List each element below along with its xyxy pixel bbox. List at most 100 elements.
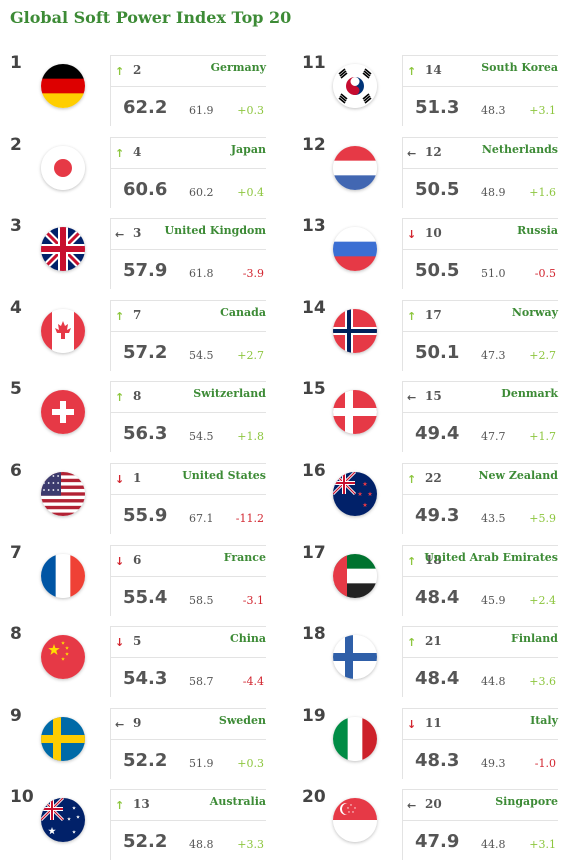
score: 48.3	[415, 749, 460, 771]
entry-header-row: ↑ 2 Germany	[111, 56, 266, 87]
ranking-entry-11: 11 ↑ 14 South Korea 51.3 48.3 +3.1	[300, 50, 562, 132]
previous-score: 44.8	[481, 838, 506, 852]
score-change: +3.6	[529, 675, 556, 689]
rank-number: 2	[10, 134, 22, 155]
rank-number: 17	[302, 542, 326, 563]
rank-number: 20	[302, 787, 326, 808]
score: 49.3	[415, 504, 460, 526]
previous-score: 67.1	[189, 511, 214, 525]
score-change: -3.9	[242, 267, 264, 281]
new-zealand-flag-icon	[333, 471, 377, 516]
score-change: +2.7	[529, 348, 556, 362]
country-name: United States	[182, 468, 266, 482]
entry-header-row: ← 12 Netherlands	[403, 138, 558, 169]
trend-same-arrow-icon: ←	[115, 717, 125, 731]
score-change: +0.3	[237, 756, 264, 770]
entry-header-row: ↑ 17 Norway	[403, 301, 558, 332]
previous-rank: 12	[425, 144, 442, 159]
previous-rank: 6	[133, 552, 142, 567]
entry-header-row: ← 15 Denmark	[403, 382, 558, 414]
trend-same-arrow-icon: ←	[407, 799, 417, 813]
entry-info: ↓ 11 Italy 48.3 49.3 -1.0	[402, 707, 558, 779]
previous-rank: 9	[133, 715, 142, 730]
score-change: +0.3	[237, 104, 264, 117]
country-name: China	[229, 632, 266, 646]
rank-number: 5	[10, 379, 22, 400]
previous-score: 51.0	[481, 267, 506, 281]
previous-rank: 10	[425, 226, 442, 241]
country-name: Canada	[220, 305, 266, 319]
ranking-entry-10: 10 ↑ 13 Australia 52.2 48.8 +3.3	[8, 784, 270, 866]
entry-info: ↑ 4 Japan 60.6 60.2 +0.4	[110, 136, 266, 208]
previous-score: 61.9	[189, 104, 214, 117]
score-change: -4.4	[242, 675, 264, 689]
previous-rank: 22	[425, 470, 442, 485]
trend-up-arrow-icon: ↑	[115, 65, 125, 78]
trend-up-arrow-icon: ↑	[407, 554, 417, 568]
entry-info: ↑ 22 New Zealand 49.3 43.5 +5.9	[402, 462, 558, 534]
canada-flag-icon	[41, 308, 85, 353]
entry-info: ↑ 18 United Arab Emirates 48.4 45.9 +2.4	[402, 544, 558, 616]
entry-info: ← 20 Singapore 47.9 44.8 +3.1	[402, 789, 558, 861]
entry-header-row: ↓ 10 Russia	[403, 219, 558, 251]
country-name: New Zealand	[478, 468, 558, 482]
score-change: -1.0	[534, 756, 556, 770]
entry-info: ← 3 United Kingdom 57.9 61.8 -3.9	[110, 218, 266, 290]
entry-info: ↑ 21 Finland 48.4 44.8 +3.6	[402, 626, 558, 698]
ranking-entry-20: 20 ← 20 Singapore 47.9 44.8 +3.1	[300, 784, 562, 866]
entry-info: ← 9 Sweden 52.2 51.9 +0.3	[110, 707, 266, 779]
entry-info: ↓ 5 China 54.3 58.7 -4.4	[110, 626, 266, 698]
score: 48.4	[415, 668, 460, 690]
entry-info: ↑ 17 Norway 50.1 47.3 +2.7	[402, 299, 558, 371]
entry-info: ↑ 7 Canada 57.2 54.5 +2.7	[110, 299, 266, 371]
rank-number: 10	[10, 787, 34, 808]
trend-up-arrow-icon: ↑	[115, 309, 125, 323]
country-name: South Korea	[481, 61, 558, 74]
norway-flag-icon	[333, 308, 377, 353]
ranking-column-right: 11 ↑ 14 South Korea 51.3 48.3 +3.1 12 ← …	[300, 50, 562, 866]
previous-score: 54.5	[189, 348, 214, 362]
score: 62.2	[123, 97, 168, 118]
country-name: Sweden	[218, 713, 266, 727]
score-change: -11.2	[235, 511, 264, 525]
country-name: Finland	[511, 632, 558, 646]
rank-number: 16	[302, 460, 326, 481]
score: 52.2	[123, 831, 168, 853]
rank-number: 12	[302, 134, 326, 155]
score: 55.9	[123, 504, 168, 526]
rank-number: 4	[10, 297, 22, 318]
previous-rank: 4	[133, 144, 142, 159]
russia-flag-icon	[333, 227, 377, 272]
score: 50.5	[415, 178, 460, 200]
trend-up-arrow-icon: ↑	[115, 391, 125, 405]
ranking-entry-7: 7 ↓ 6 France 55.4 58.5 -3.1	[8, 540, 270, 622]
trend-same-arrow-icon: ←	[115, 228, 125, 242]
trend-down-arrow-icon: ↓	[115, 636, 125, 650]
rank-number: 14	[302, 297, 326, 318]
score-change: +0.4	[237, 185, 264, 199]
previous-score: 61.8	[189, 267, 214, 281]
country-name: Russia	[517, 224, 558, 238]
previous-score: 48.3	[481, 104, 506, 117]
rank-number: 18	[302, 624, 326, 645]
score-change: +1.7	[529, 430, 556, 444]
japan-flag-icon	[41, 145, 85, 190]
entry-header-row: ↑ 14 South Korea	[403, 56, 558, 87]
entry-header-row: ↑ 18 United Arab Emirates	[403, 546, 558, 577]
entry-info: ↑ 13 Australia 52.2 48.8 +3.3	[110, 789, 266, 861]
ranking-entry-5: 5 ↑ 8 Switzerland 56.3 54.5 +1.8	[8, 376, 270, 458]
country-name: Japan	[230, 142, 266, 156]
singapore-flag-icon	[333, 798, 377, 843]
previous-rank: 14	[425, 63, 442, 77]
ranking-entry-9: 9 ← 9 Sweden 52.2 51.9 +0.3	[8, 703, 270, 785]
trend-down-arrow-icon: ↓	[407, 717, 417, 731]
trend-down-arrow-icon: ↓	[115, 472, 125, 486]
entry-header-row: ↑ 7 Canada	[111, 301, 266, 332]
country-name: Germany	[210, 61, 266, 74]
entry-header-row: ← 20 Singapore	[403, 790, 558, 822]
rank-number: 19	[302, 705, 326, 726]
entry-header-row: ↓ 1 United States	[111, 464, 266, 495]
previous-rank: 20	[425, 797, 442, 812]
country-name: Switzerland	[193, 387, 266, 401]
score: 60.6	[123, 178, 168, 200]
